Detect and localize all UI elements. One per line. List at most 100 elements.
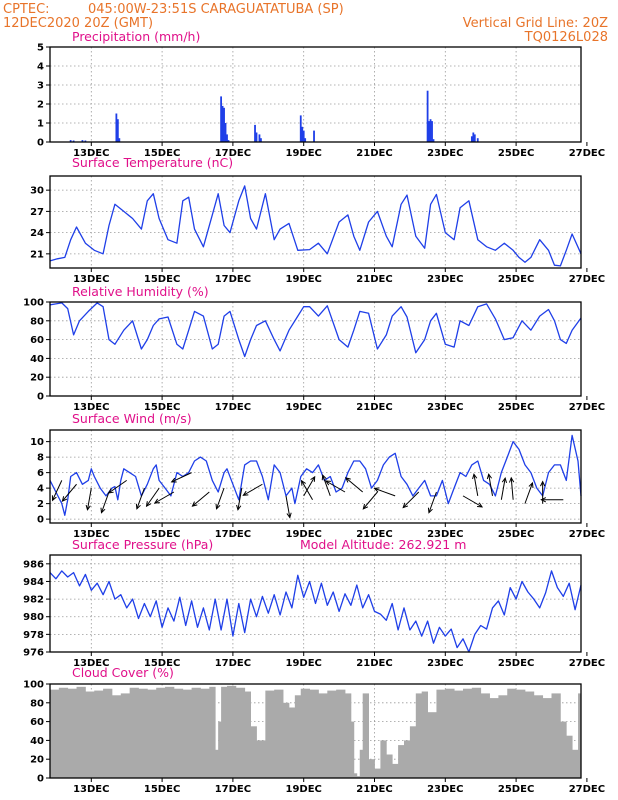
wind-arrow-head — [135, 503, 141, 510]
wind-xtick-label: 21DEC — [356, 529, 392, 540]
cloud-xtick-label: 15DEC — [144, 784, 180, 795]
precip-bar — [301, 126, 304, 142]
wind-arrow — [324, 480, 346, 493]
cloud-cover-bar — [283, 702, 290, 778]
header-source: CPTEC: — [3, 2, 50, 17]
wind-arrow-head — [242, 490, 249, 496]
cloud-cover-bar — [524, 691, 535, 778]
wind-arrow — [486, 473, 493, 496]
wind-arrow-head — [51, 495, 57, 502]
cloud-xtick-label: 17DEC — [215, 784, 251, 795]
precip-bar — [429, 119, 432, 142]
cloud-ytick-label: 40 — [30, 736, 44, 747]
cloud-cover-bar — [392, 763, 399, 778]
precip-bar — [255, 132, 258, 142]
wind-arrow-shaft — [192, 491, 210, 507]
wind-arrow-head — [528, 481, 534, 488]
panel-precipitation: 0 1 2 3 4 5 13DEC 15DEC 17DEC 19DEC 21DEC 23DEC 25DE… — [37, 29, 605, 159]
precip-bar — [313, 130, 315, 142]
wind-arrow-shaft — [524, 482, 533, 504]
wind-arrow-shaft — [510, 477, 514, 500]
pressure-xtick-label: 21DEC — [356, 658, 392, 669]
panel-humidity: 0 20 40 60 80 100 13DEC 15DEC 17DEC 19DEC 21DEC 23D… — [23, 284, 605, 413]
wind-arrow-head — [191, 501, 198, 507]
cloud-cover-bar — [288, 707, 296, 778]
temperature-series-line — [49, 185, 582, 267]
wind-ytick-label: 6 — [37, 468, 44, 479]
cloud-cover-bar — [129, 687, 139, 778]
humidity-xtick-label: 25DEC — [498, 402, 534, 413]
wind-arrow — [373, 487, 396, 497]
precip-bar — [431, 121, 433, 142]
wind-arrow-head — [472, 473, 478, 480]
temperature-title: Surface Temperature (nC) — [72, 155, 233, 170]
wind-arrow-head — [540, 480, 546, 487]
wind-arrow-shaft — [101, 491, 110, 513]
wind-arrow — [472, 473, 479, 496]
wind-ytick-label: 0 — [37, 515, 44, 526]
humidity-title: Relative Humidity (%) — [72, 284, 209, 299]
precip-bar — [304, 138, 307, 142]
temperature-xtick-label: 21DEC — [356, 274, 392, 285]
humidity-frame — [49, 301, 582, 397]
wind-arrow-shaft — [154, 491, 175, 504]
wind-arrow-shaft — [136, 487, 145, 509]
cloud-cover-bar — [542, 698, 552, 778]
cloud-cover-bar — [235, 687, 246, 778]
temperature-ytick-label: 21 — [30, 249, 44, 260]
precip-bar — [224, 123, 227, 142]
wind-arrow — [170, 472, 192, 483]
cloud-cover-bar — [138, 688, 148, 778]
cloud-cover-bar — [516, 689, 526, 778]
precip-bar — [302, 130, 305, 142]
cloud-cover-bar — [353, 773, 358, 778]
wind-xtick-label: 19DEC — [286, 529, 322, 540]
wind-arrow — [145, 487, 160, 508]
wind-arrow-shaft — [325, 480, 346, 493]
pressure-xtick-label: 19DEC — [286, 658, 322, 669]
wind-arrow-shaft — [171, 472, 192, 483]
cloud-cover-bar — [120, 693, 131, 778]
cloud-cover-bar — [374, 768, 381, 778]
cloud-cover-bar — [386, 754, 393, 778]
wind-arrow-head — [85, 504, 91, 511]
cloud-cover-bar — [103, 688, 113, 778]
temperature-xtick-label: 13DEC — [73, 274, 109, 285]
pressure-xtick-label: 27DEC — [569, 658, 605, 669]
wind-arrow — [508, 476, 515, 500]
wind-arrow-head — [321, 474, 327, 481]
cloud-cover-bar — [489, 698, 499, 778]
pressure-xtick-label: 17DEC — [215, 658, 251, 669]
wind-arrow-head — [215, 503, 221, 510]
cloud-cover-bar — [427, 712, 437, 778]
wind-arrow — [362, 491, 378, 510]
cloud-cover-bar — [94, 690, 104, 778]
wind-arrow — [344, 477, 364, 493]
cloud-ytick-label: 100 — [23, 680, 44, 691]
wind-arrow-shaft — [285, 495, 291, 518]
wind-arrow-shaft — [52, 480, 63, 501]
precipitation-ytick-label: 3 — [37, 81, 44, 92]
cloud-cover-bar — [350, 721, 355, 778]
cloud-cover-bar — [147, 689, 157, 778]
wind-arrow-head — [540, 497, 547, 503]
cloud-cover-bar — [221, 686, 228, 778]
wind-arrow-shaft — [362, 491, 378, 510]
temperature-xtick-label: 17DEC — [215, 274, 251, 285]
wind-frame — [49, 429, 582, 524]
humidity-xtick-label: 19DEC — [286, 402, 322, 413]
cloud-cover-bar — [76, 686, 86, 778]
cloud-cover-bar — [156, 687, 166, 778]
temperature-xtick-label: 19DEC — [286, 274, 322, 285]
cloud-xtick-label: 23DEC — [427, 784, 463, 795]
wind-arrow — [462, 495, 484, 508]
wind-arrow — [107, 479, 127, 494]
wind-arrow-shaft — [216, 487, 225, 509]
precip-bar — [258, 134, 261, 142]
wind-arrow — [285, 495, 292, 519]
cloud-cover-bar — [566, 735, 573, 778]
humidity-series-line — [49, 302, 582, 358]
cloud-cover-bar — [67, 688, 77, 778]
cloud-cover-bar — [463, 688, 473, 778]
